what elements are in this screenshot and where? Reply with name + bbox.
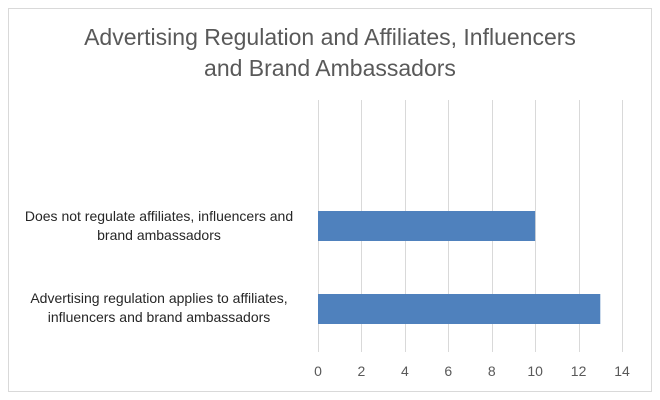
category-label-does-not-regulate: Does not regulate affiliates, influencer… xyxy=(12,207,306,245)
bar-0 xyxy=(318,211,536,241)
x-tick-label-6: 6 xyxy=(444,363,452,379)
x-tick-label-12: 12 xyxy=(571,363,587,379)
x-tick-label-10: 10 xyxy=(527,363,543,379)
chart-area xyxy=(8,8,652,392)
chart-title-line-2: and Brand Ambassadors xyxy=(204,55,456,81)
category-label-regulation-applies: Advertising regulation applies to affili… xyxy=(12,289,306,327)
chart-title-line-1: Advertising Regulation and Affiliates, I… xyxy=(84,24,576,50)
category-label-line: Does not regulate affiliates, influencer… xyxy=(24,208,294,224)
x-tick-label-2: 2 xyxy=(358,363,366,379)
x-tick-label-0: 0 xyxy=(314,363,322,379)
bar-1 xyxy=(318,294,601,324)
x-tick-label-14: 14 xyxy=(614,363,630,379)
x-tick-label-4: 4 xyxy=(401,363,409,379)
category-label-line: Advertising regulation applies to affili… xyxy=(30,290,288,306)
category-label-line: brand ambassadors xyxy=(97,227,221,243)
category-label-line: influencers and brand ambassadors xyxy=(47,309,271,325)
chart-title: Advertising Regulation and Affiliates, I… xyxy=(0,22,660,84)
x-tick-label-8: 8 xyxy=(488,363,496,379)
